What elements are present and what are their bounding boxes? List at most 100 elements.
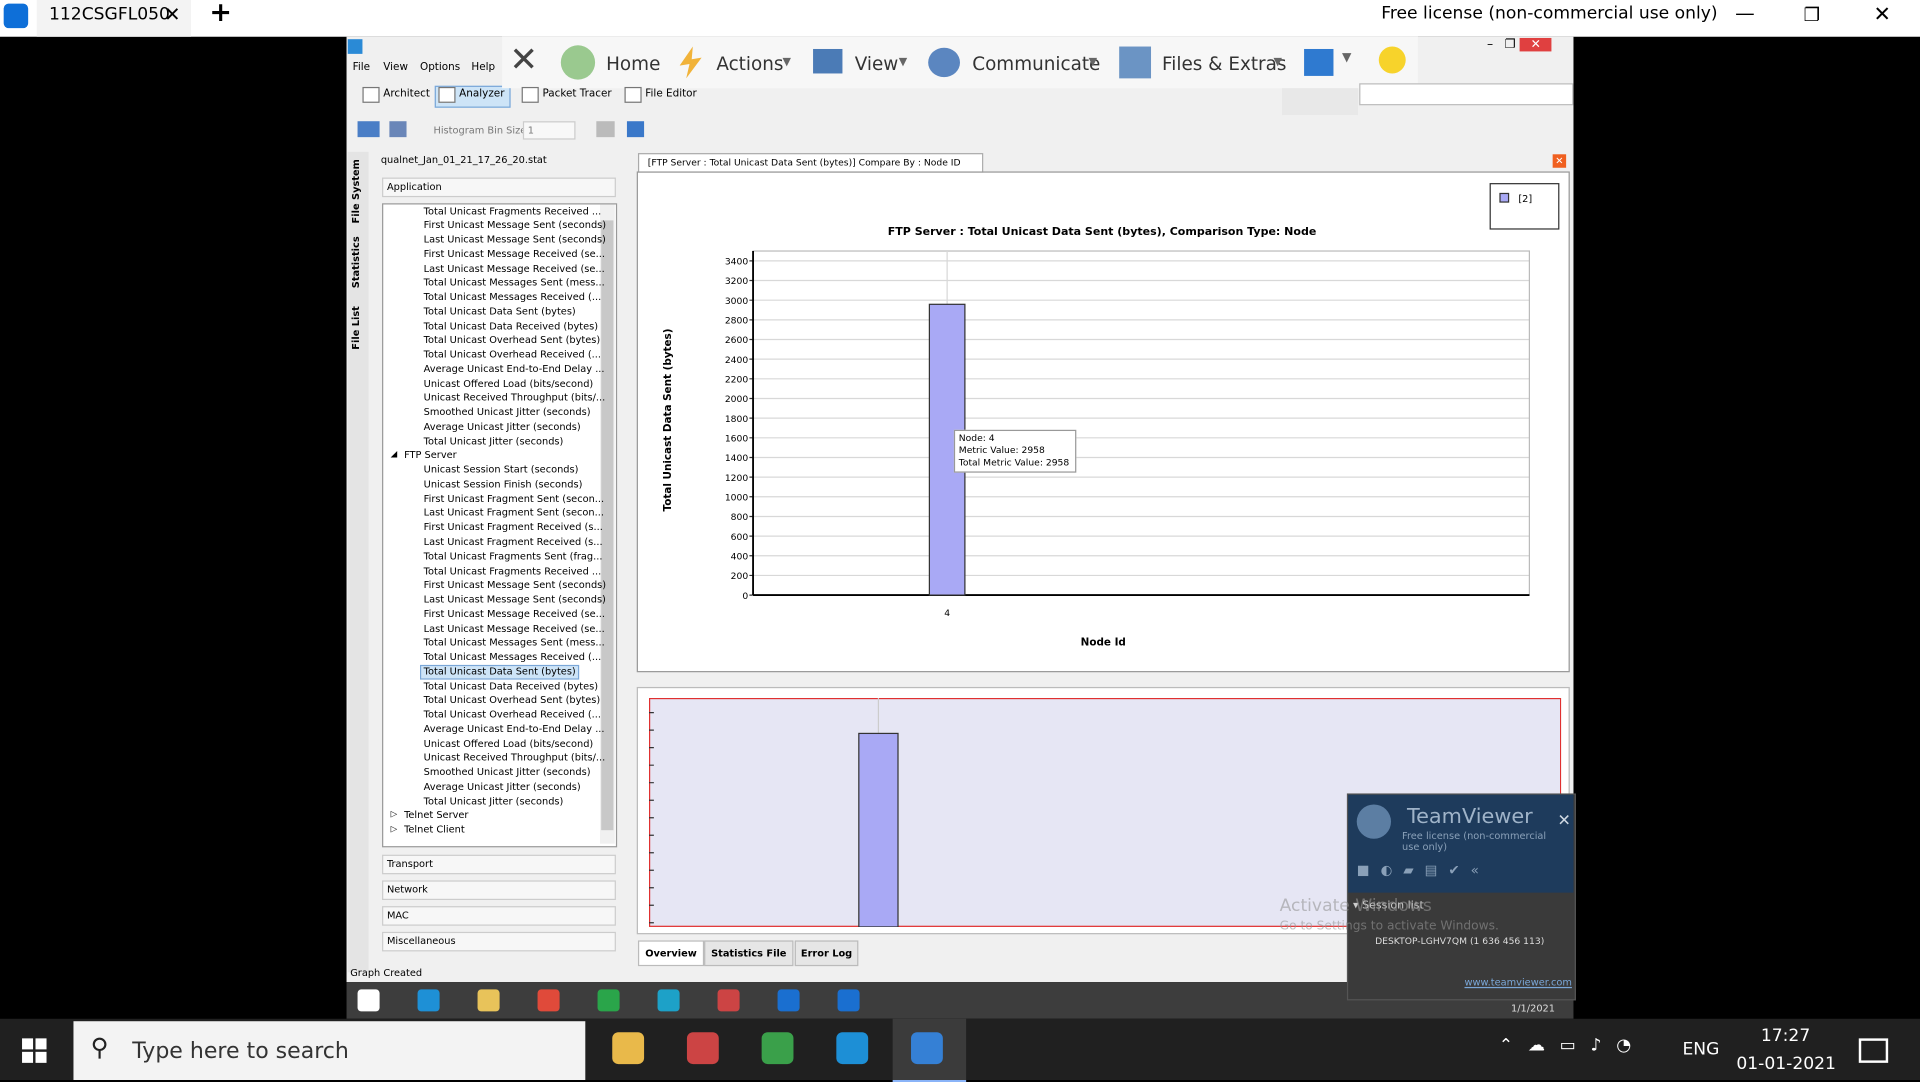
language[interactable]: ENG [1682,1039,1720,1060]
tree-item[interactable]: Total Unicast Jitter (seconds) [423,435,564,447]
windows-icon[interactable] [1304,48,1334,76]
tree-item[interactable]: Total Unicast Fragments Received ... [423,565,602,577]
taskbar-icon[interactable] [911,1032,943,1065]
tab[interactable] [36,0,192,37]
category-header[interactable]: Miscellaneous [382,931,616,952]
bin-input[interactable]: 1 [522,121,576,140]
tray-icons[interactable]: ⌃☁▭♪◔ [1498,1035,1646,1056]
tv-menu-arrow[interactable]: ▼ [1088,56,1098,69]
tree-item[interactable]: Smoothed Unicast Jitter (seconds) [423,406,591,418]
category-header[interactable]: MAC [382,906,616,926]
tv-menu[interactable]: Files & Extras [1162,52,1287,75]
tree-item[interactable]: First Unicast Fragment Received (s... [423,521,603,533]
tree-item[interactable]: Unicast Received Throughput (bits/... [423,752,606,764]
tree-item[interactable]: Total Unicast Overhead Sent (bytes) [423,334,601,346]
tree-item[interactable]: Unicast Session Finish (seconds) [423,478,583,490]
tree-item[interactable]: First Unicast Fragment Sent (secon... [423,493,605,505]
tab-close[interactable]: ✕ [164,2,181,26]
tree-item[interactable]: Unicast Offered Load (bits/second) [423,377,594,389]
tree-item[interactable]: First Unicast Message Received (se... [423,608,605,620]
taskbar-icon[interactable] [686,1032,719,1065]
tv-menu[interactable]: Home [606,52,661,75]
clear-icon[interactable] [389,121,407,138]
tree-item[interactable]: First Unicast Message Received (se... [423,248,605,260]
tree-item[interactable]: Total Unicast Jitter (seconds) [423,795,564,807]
mode-item[interactable]: Analyzer [459,88,505,101]
minimize[interactable]: — [1735,1,1755,25]
chart-close[interactable]: ✕ [1552,154,1567,168]
restore[interactable]: ❐ [1803,3,1821,26]
tree-group[interactable]: FTP Server [404,449,457,461]
taskbar-icon[interactable] [836,1032,869,1065]
tree-item[interactable]: Total Unicast Data Sent (bytes) [419,664,580,680]
tree-item[interactable]: Last Unicast Message Sent (seconds) [423,593,606,605]
category-header[interactable]: Network [382,880,616,901]
tree-item[interactable]: Total Unicast Data Received (bytes) [423,680,599,692]
search-field[interactable] [1359,83,1574,106]
remote-taskbar-icon[interactable] [477,989,500,1012]
taskbar-icon[interactable] [761,1032,794,1065]
tree-toggle[interactable]: ▷ [390,824,398,835]
notifications[interactable] [1858,1038,1889,1063]
windows-dropdown[interactable]: ▼ [1342,51,1352,65]
clock-date[interactable]: 01-01-2021 [1736,1054,1836,1074]
open-icon[interactable] [357,121,380,138]
tree-group[interactable]: Telnet Client [404,824,465,836]
tree-item[interactable]: Unicast Received Throughput (bits/... [423,392,606,404]
taskbar-active[interactable] [892,1018,967,1082]
remote-taskbar-icon[interactable] [717,989,740,1012]
tree-item[interactable]: Unicast Offered Load (bits/second) [423,737,594,749]
tree-group[interactable]: Telnet Server [404,809,469,821]
new-tab[interactable]: + [209,0,232,29]
tv-close[interactable]: ✕ [509,39,539,80]
tree-item[interactable]: Total Unicast Overhead Received (... [423,709,602,721]
side-tab[interactable]: File System [350,159,362,224]
tv-menu-arrow[interactable]: ▼ [1273,56,1282,69]
bottom-tab[interactable]: Overview [637,940,705,967]
tree-toggle[interactable]: ◢ [390,449,398,460]
bottom-tab[interactable]: Error Log [794,940,859,967]
tree-item[interactable]: Unicast Session Start (seconds) [423,464,579,476]
tv-actions[interactable]: ■◐▰▤✔« [1356,862,1490,878]
tv-menu-arrow[interactable]: ▼ [782,56,791,69]
tv-menu[interactable]: Actions [716,52,784,75]
remote-taskbar-icon[interactable] [777,989,800,1012]
tree-toggle[interactable]: ▷ [390,809,398,820]
menu-item[interactable]: Help [471,61,496,74]
tree-item[interactable]: Last Unicast Message Received (se... [423,262,605,274]
compare-icon[interactable] [626,121,645,138]
search-box[interactable] [73,1021,586,1081]
tv-session-list[interactable]: ▾ Session list [1353,900,1424,913]
tv-menu[interactable]: View [854,52,899,75]
tree-item[interactable]: Total Unicast Messages Sent (mess... [423,637,605,649]
app-icon[interactable] [3,3,29,29]
tree-item[interactable]: Total Unicast Data Sent (bytes) [423,305,576,317]
tv-menu[interactable]: Communicate [972,52,1101,75]
tree-item[interactable]: First Unicast Message Sent (seconds) [423,219,607,231]
side-tab[interactable]: File List [350,306,362,350]
remote-taskbar-icon[interactable] [357,989,380,1012]
tree-item[interactable]: First Unicast Message Sent (seconds) [423,579,607,591]
tree-item[interactable]: Total Unicast Messages Received (... [423,651,602,663]
tree-item[interactable]: Total Unicast Fragments Sent (frag... [423,550,603,562]
feedback-icon[interactable] [1378,46,1406,74]
bottom-tab[interactable]: Statistics File [704,940,794,967]
tv-device[interactable]: DESKTOP-LGHV7QM (1 636 456 113) [1375,935,1545,947]
tv-popup-close[interactable]: ✕ [1557,811,1571,831]
tree-item[interactable]: Total Unicast Overhead Received (... [423,349,602,361]
tree-item[interactable]: Average Unicast Jitter (seconds) [423,421,581,433]
taskbar-icon[interactable] [612,1032,645,1065]
start[interactable] [22,1038,47,1063]
remote-taskbar-icon[interactable] [837,989,860,1012]
tv-link[interactable]: www.teamviewer.com [1464,977,1572,989]
remote-taskbar-icon[interactable] [597,989,620,1012]
side-tab[interactable]: Statistics [350,236,362,289]
mode-item[interactable]: File Editor [645,88,697,101]
scroll-thumb[interactable] [601,220,614,831]
tree-item[interactable]: Smoothed Unicast Jitter (seconds) [423,766,591,778]
tv-menu-arrow[interactable]: ▼ [898,56,908,69]
mode-item[interactable]: Architect [383,88,430,101]
tree-item[interactable]: Average Unicast End-to-End Delay ... [423,723,605,735]
remote-taskbar-icon[interactable] [537,989,560,1012]
tree-item[interactable]: Last Unicast Message Sent (seconds) [423,233,606,245]
